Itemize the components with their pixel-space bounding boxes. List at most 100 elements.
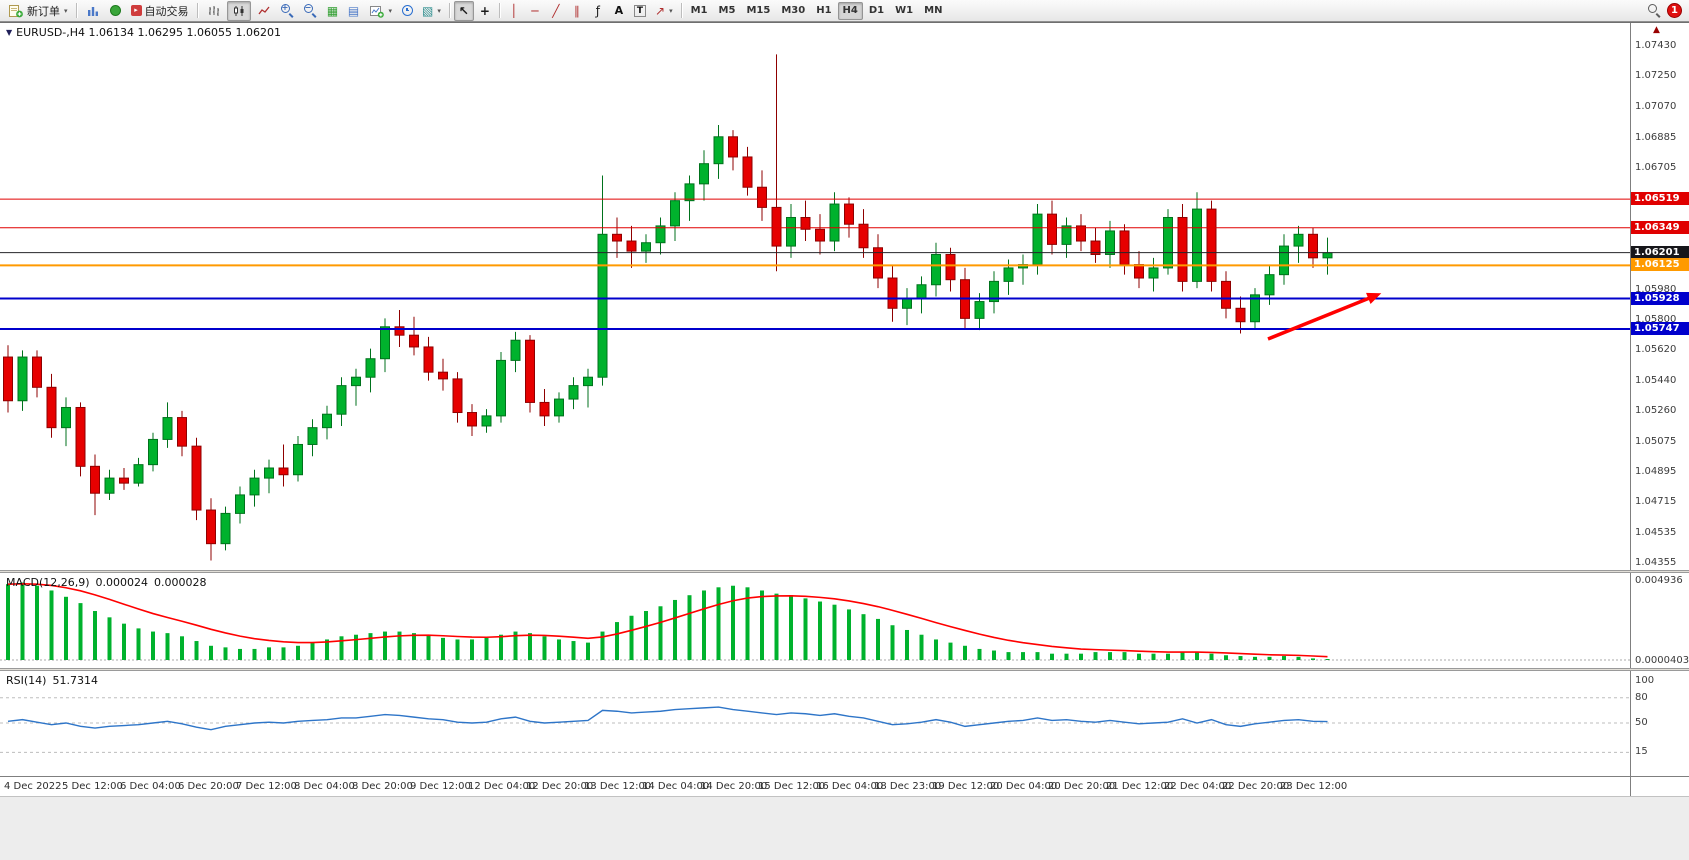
line-chart-type-button[interactable] (252, 1, 276, 21)
price-axis-label: 1.05800 (1635, 314, 1677, 326)
toolbar-separator (448, 3, 450, 18)
new-order-icon (8, 3, 24, 19)
timeframe-mn-button[interactable]: MN (924, 5, 943, 16)
time-axis-label: 13 Dec 12:00 (584, 781, 652, 792)
time-axis-label: 9 Dec 12:00 (410, 781, 471, 792)
bar-chart-type-button[interactable] (202, 1, 226, 21)
time-axis-label: 16 Dec 04:00 (816, 781, 884, 792)
time-axis-label: 12 Dec 20:00 (526, 781, 594, 792)
rsi-scale[interactable]: 100 80 50 15 (1630, 671, 1689, 776)
timeframe-h1-button[interactable]: H1 (816, 5, 832, 16)
macd-chart-canvas[interactable] (0, 573, 1630, 668)
caret-down-icon: ▾ (64, 6, 68, 15)
search-button[interactable] (1644, 1, 1666, 21)
channel-icon: ∥ (573, 3, 580, 18)
main-chart-panel[interactable]: ▼ EURUSD-,H4 1.06134 1.06295 1.06055 1.0… (0, 22, 1689, 570)
zoom-in-button[interactable]: + (277, 1, 299, 21)
time-axis-label: 20 Dec 04:00 (990, 781, 1058, 792)
tile-windows-icon: ▦ (326, 3, 339, 18)
crosshair-tool-button[interactable]: + (475, 1, 495, 21)
time-axis-label: 4 Dec 2022 (4, 781, 62, 792)
caret-down-icon: ▾ (388, 6, 393, 15)
price-axis-label: 1.06885 (1635, 131, 1677, 143)
price-axis-label: 1.07070 (1635, 100, 1677, 112)
timeframe-d1-button[interactable]: D1 (868, 5, 885, 16)
tile-windows-button[interactable]: ▦ (323, 1, 343, 21)
time-axis-label: 8 Dec 20:00 (352, 781, 413, 792)
text-tool-icon: A (614, 4, 624, 17)
rsi-label: RSI(14) (6, 674, 47, 687)
new-chart-icon (369, 3, 385, 19)
notification-badge[interactable]: 1 (1667, 3, 1682, 18)
panel-splitter[interactable] (0, 668, 1689, 671)
timeframe-h4-button[interactable]: H4 (837, 1, 863, 20)
rsi-axis-label: 15 (1635, 746, 1648, 758)
macd-info: MACD(12,26,9) 0.000024 0.000028 (6, 576, 207, 589)
text-label-icon: T (633, 4, 647, 17)
rsi-panel[interactable]: RSI(14) 51.7314 100 80 50 15 (0, 671, 1689, 776)
symbol-dropdown-icon[interactable]: ▼ (6, 28, 13, 37)
macd-scale-max: 0.004936 (1635, 575, 1683, 586)
time-axis-label: 19 Dec 12:00 (932, 781, 1000, 792)
timeframe-m30-button[interactable]: M30 (781, 5, 806, 16)
scale-marker-icon: ▲ (1653, 25, 1660, 35)
horizontal-line-tool-button[interactable]: ─ (525, 1, 545, 21)
timeframe-m1-button[interactable]: M1 (690, 5, 708, 16)
symbol-ohlc-label: EURUSD-,H4 1.06134 1.06295 1.06055 1.062… (16, 26, 281, 39)
price-axis-label: 1.04715 (1635, 496, 1677, 508)
price-axis-label: 1.05980 (1635, 283, 1677, 295)
macd-signal-value: 0.000028 (154, 576, 207, 589)
arrows-tool-button[interactable]: ↗ ▾ (651, 1, 677, 21)
time-axis-label: 22 Dec 04:00 (1164, 781, 1232, 792)
new-chart-button[interactable]: ▾ (365, 1, 397, 21)
timeframe-m5-button[interactable]: M5 (718, 5, 736, 16)
candle-chart-type-button[interactable] (226, 0, 251, 21)
bar-columns-icon (85, 3, 101, 19)
rsi-value: 51.7314 (52, 674, 98, 687)
macd-label: MACD(12,26,9) (6, 576, 90, 589)
toolbar-separator (680, 3, 682, 18)
candlestick-chart-canvas[interactable] (0, 23, 1630, 571)
text-label-tool-button[interactable]: T (630, 1, 650, 21)
time-axis-label: 7 Dec 12:00 (236, 781, 297, 792)
cursor-tool-button[interactable]: ↖ (453, 0, 474, 21)
time-axis-label: 18 Dec 23:00 (874, 781, 942, 792)
time-axis[interactable]: 4 Dec 2022 5 Dec 12:00 6 Dec 04:00 6 Dec 20… (0, 776, 1689, 796)
panel-splitter[interactable] (0, 570, 1689, 573)
rsi-chart-canvas[interactable] (0, 671, 1630, 776)
zoom-in-icon: + (280, 3, 295, 18)
channel-tool-button[interactable]: ∥ (567, 1, 587, 21)
toolbar: 新订单 ▾ ▸ 自动交易 (0, 0, 1689, 22)
period-clock-button[interactable] (397, 1, 417, 21)
chart-window-button[interactable] (81, 1, 105, 21)
vertical-line-tool-button[interactable]: │ (504, 1, 524, 21)
timeframe-w1-button[interactable]: W1 (895, 5, 914, 16)
price-axis-label: 1.07250 (1635, 70, 1677, 82)
new-order-button[interactable]: 新订单 ▾ (4, 1, 72, 21)
text-tool-button[interactable]: A (609, 1, 629, 21)
community-globe-icon (110, 5, 122, 16)
zoom-out-button[interactable]: − (300, 1, 322, 21)
search-icon (1648, 3, 1662, 18)
autotrading-button[interactable]: ▸ 自动交易 (127, 1, 193, 21)
community-button[interactable] (106, 1, 126, 21)
price-axis-label: 1.04895 (1635, 466, 1677, 478)
price-axis-label: 1.04535 (1635, 526, 1677, 538)
price-tag: 1.06349 (1631, 220, 1689, 234)
templates-button[interactable]: ▧ ▾ (418, 1, 445, 21)
time-axis-label: 6 Dec 20:00 (178, 781, 239, 792)
trendline-tool-button[interactable]: ╱ (546, 1, 566, 21)
time-axis-label: 15 Dec 12:00 (758, 781, 826, 792)
price-tag: 1.05928 (1631, 291, 1689, 305)
window-list-button[interactable]: ▤ (344, 1, 364, 21)
macd-scale[interactable]: 0.004936 0.0000403 (1630, 573, 1689, 668)
symbol-info: ▼ EURUSD-,H4 1.06134 1.06295 1.06055 1.0… (6, 26, 281, 39)
macd-panel[interactable]: MACD(12,26,9) 0.000024 0.000028 0.004936… (0, 573, 1689, 668)
price-scale[interactable]: ▲ 1.07430 1.07250 1.07070 1.06885 1.06705 1.0… (1630, 23, 1689, 570)
timeframe-m15-button[interactable]: M15 (746, 5, 771, 16)
crosshair-icon: + (479, 3, 490, 18)
caret-down-icon: ▾ (669, 6, 673, 15)
time-axis-label: 23 Dec 12:00 (1280, 781, 1348, 792)
fibonacci-tool-button[interactable]: ƒ (588, 1, 608, 21)
